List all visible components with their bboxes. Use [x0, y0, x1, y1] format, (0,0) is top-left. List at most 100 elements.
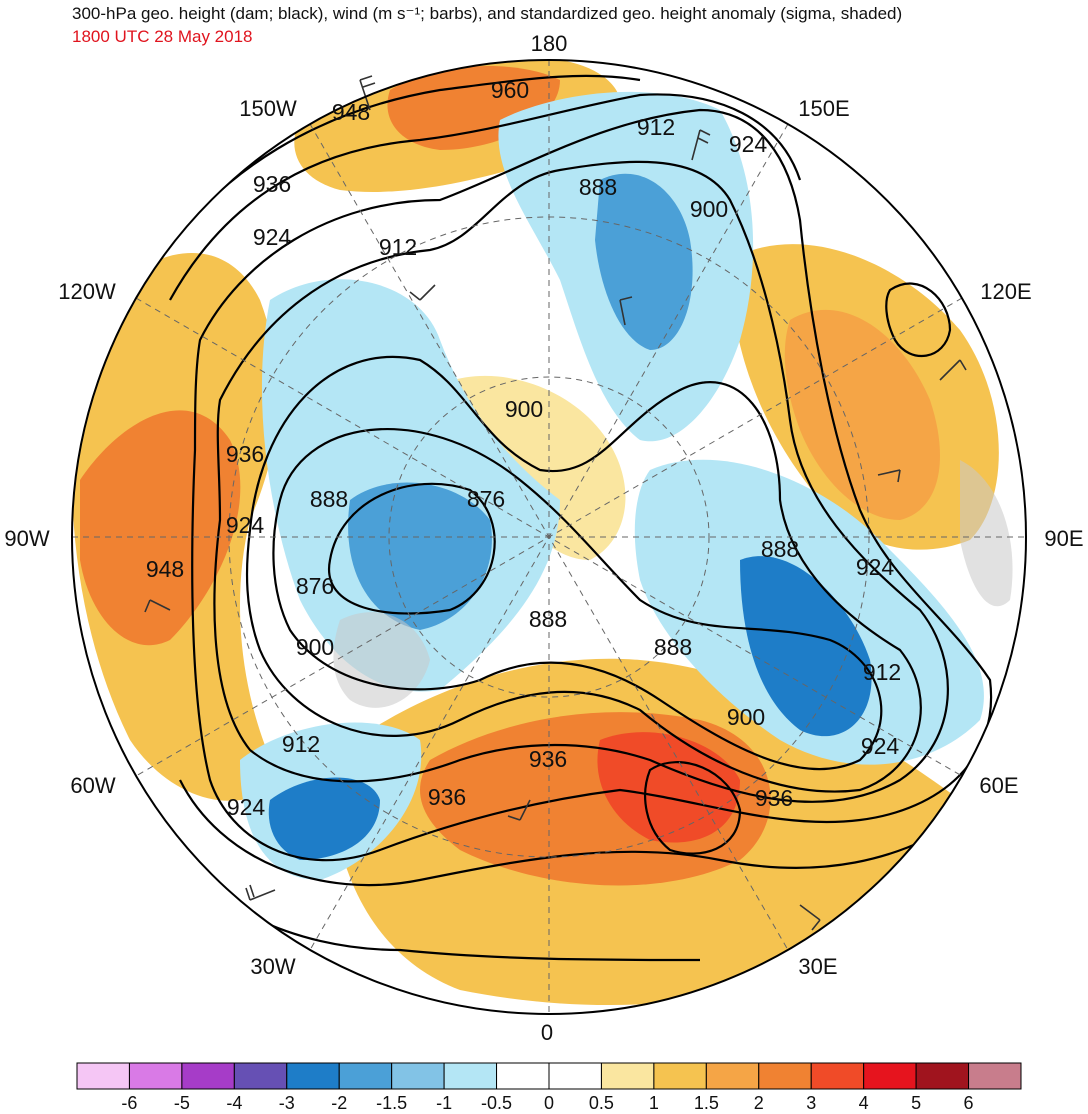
colorbar-swatch — [758, 1062, 812, 1090]
contour-888 — [272, 428, 883, 771]
contour-label: 888 — [579, 174, 617, 200]
contour-label: 912 — [282, 731, 320, 757]
colorbar-label: 2 — [753, 1093, 764, 1113]
colorbar-label: 1 — [648, 1093, 659, 1113]
contour-label: 924 — [253, 224, 292, 250]
longitude-label: 120E — [980, 279, 1031, 304]
colorbar-swatch — [863, 1062, 917, 1090]
wind-barbs — [144, 75, 967, 931]
land-hint-asia — [960, 460, 1013, 607]
colorbar-swatch — [548, 1062, 602, 1090]
colorbar-swatch — [128, 1062, 183, 1090]
land-hint-greenland — [333, 612, 430, 708]
colorbar-swatch — [600, 1062, 655, 1090]
contour-label: 888 — [310, 486, 348, 512]
longitude-label: 120W — [58, 279, 116, 304]
colorbar-label: 0 — [543, 1093, 555, 1113]
contour-label: 936 — [253, 171, 291, 197]
anomaly-canada-cold-core — [348, 482, 492, 630]
colorbar-swatch — [233, 1062, 288, 1090]
contour-label: 900 — [296, 634, 334, 660]
colorbar-label: 1.5 — [693, 1093, 719, 1113]
longitude-label: 150E — [798, 96, 849, 121]
contour-label: 936 — [755, 785, 793, 811]
colorbar-swatch — [76, 1062, 130, 1090]
longitude-label: 60E — [979, 773, 1018, 798]
longitude-label: 30W — [250, 954, 295, 979]
colorbar-swatch — [653, 1062, 707, 1090]
shaded-anomaly-layer — [72, 60, 1026, 1014]
contour-label: 912 — [379, 234, 417, 260]
contour-siberia-low — [885, 282, 952, 358]
contour-label: 900 — [690, 196, 728, 222]
colorbar-swatch — [915, 1062, 970, 1090]
contour-label: 936 — [529, 746, 567, 772]
contour-label: 900 — [505, 396, 543, 422]
map-border — [71, 59, 1027, 1015]
colorbar-label: 6 — [963, 1093, 974, 1113]
colorbar-swatch — [810, 1062, 865, 1090]
height-contours — [149, 74, 993, 962]
anomaly-siberia-core — [784, 309, 940, 520]
contour-876-canada — [327, 482, 496, 615]
colorbar-label: -3 — [278, 1093, 295, 1113]
colorbar-swatch — [968, 1062, 1022, 1090]
colorbar-swatch — [391, 1062, 445, 1090]
longitude-label: 90E — [1044, 526, 1083, 551]
anomaly-atlantic-cold-core — [268, 777, 380, 860]
contour-scandinavia — [644, 761, 742, 855]
colorbar-label: -0.5 — [481, 1093, 513, 1113]
contour-label: 912 — [863, 659, 901, 685]
longitude-label: 180 — [531, 31, 568, 56]
colorbar-swatch — [496, 1062, 550, 1090]
contour-label: 924 — [226, 512, 265, 538]
graticule — [72, 60, 1026, 1014]
colorbar-label: -5 — [173, 1093, 190, 1113]
contour-label: 948 — [146, 556, 184, 582]
contour-936 — [169, 93, 961, 887]
longitude-label: 60W — [70, 773, 115, 798]
contour-label-group: 960 948 912 924 936 924 912 888 900 900 … — [146, 77, 901, 820]
contour-label: 924 — [856, 554, 895, 580]
contour-label: 924 — [729, 131, 768, 157]
contour-label: 888 — [529, 606, 567, 632]
longitude-label-group: 180 150E 120E 90E 60E 30E 0 30W 60W 90W … — [4, 31, 1083, 1045]
colorbar-label: 4 — [858, 1093, 869, 1113]
contour-label: 936 — [226, 441, 264, 467]
colorbar-label: 3 — [806, 1093, 817, 1113]
valid-time: 1800 UTC 28 May 2018 — [72, 27, 253, 46]
contour-label: 888 — [654, 634, 692, 660]
longitude-label: 0 — [541, 1020, 553, 1045]
contour-label: 876 — [467, 486, 505, 512]
contour-label: 912 — [637, 114, 675, 140]
contour-label: 888 — [761, 536, 799, 562]
contour-label: 948 — [332, 99, 370, 125]
colorbar-label: -4 — [226, 1093, 243, 1113]
colorbar-label: -1.5 — [376, 1093, 408, 1113]
contour-900 — [245, 355, 922, 793]
anomaly-east-siberia-cold-core — [595, 173, 693, 350]
colorbar — [76, 1062, 1022, 1090]
colorbar-swatch — [286, 1062, 340, 1090]
contour-label: 900 — [727, 704, 765, 730]
colorbar-label: 0.5 — [588, 1093, 614, 1113]
contour-label: 936 — [428, 784, 466, 810]
longitude-label: 90W — [4, 526, 49, 551]
contour-label: 924 — [861, 733, 900, 759]
colorbar-swatch — [181, 1062, 235, 1090]
colorbar-swatch — [705, 1062, 760, 1090]
anomaly-russia-cold-core — [740, 556, 872, 737]
colorbar-label: 5 — [911, 1093, 922, 1113]
colorbar-swatch — [338, 1062, 393, 1090]
colorbar-label: -2 — [331, 1093, 348, 1113]
contour-label: 960 — [491, 77, 529, 103]
map-title: 300-hPa geo. height (dam; black), wind (… — [72, 4, 903, 23]
colorbar-label: -6 — [121, 1093, 138, 1113]
contour-label: 876 — [296, 573, 334, 599]
longitude-label: 150W — [239, 96, 297, 121]
colorbar-swatch — [443, 1062, 498, 1090]
contour-912 — [213, 160, 949, 803]
longitude-label: 30E — [798, 954, 837, 979]
anomaly-scandinavia-core — [597, 732, 740, 843]
